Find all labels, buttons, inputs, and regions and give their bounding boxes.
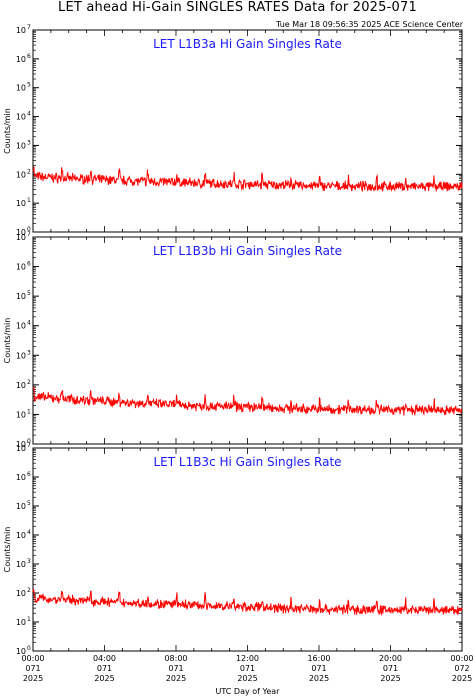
x-tick-year: 2025 bbox=[237, 674, 257, 683]
y-tick-label: 10 bbox=[16, 531, 26, 540]
y-tick-exponent: 1 bbox=[27, 197, 31, 204]
x-tick-year: 2025 bbox=[94, 674, 114, 683]
y-tick-exponent: 3 bbox=[27, 558, 31, 565]
x-tick-time: 04:00 bbox=[93, 654, 116, 663]
y-tick-label: 10 bbox=[16, 410, 26, 419]
y-tick-exponent: 3 bbox=[27, 139, 31, 146]
y-tick-exponent: 3 bbox=[27, 349, 31, 356]
y-tick-label: 10 bbox=[16, 381, 26, 390]
y-tick-exponent: 4 bbox=[27, 111, 31, 118]
page-title: LET ahead Hi-Gain SINGLES RATES Data for… bbox=[58, 0, 417, 15]
plot-frame bbox=[32, 236, 463, 445]
y-tick-label: 10 bbox=[16, 589, 26, 598]
x-tick-doy: 071 bbox=[240, 664, 255, 673]
y-tick-exponent: 2 bbox=[27, 379, 31, 386]
y-tick-label: 10 bbox=[16, 55, 26, 64]
y-tick-exponent: 5 bbox=[27, 82, 31, 89]
y-tick-exponent: 1 bbox=[27, 408, 31, 415]
y-tick-label: 10 bbox=[16, 113, 26, 122]
x-tick-year: 2025 bbox=[23, 674, 43, 683]
series-line bbox=[32, 166, 463, 192]
plot-frame bbox=[32, 447, 463, 652]
y-tick-exponent: 4 bbox=[27, 320, 31, 327]
series-line bbox=[32, 588, 463, 616]
panel-title: LET L1B3b Hi Gain Singles Rate bbox=[153, 244, 342, 258]
x-tick-time: 00:00 bbox=[21, 654, 44, 663]
y-tick-exponent: 7 bbox=[27, 442, 31, 449]
y-axis-label: Counts/min bbox=[3, 108, 12, 154]
y-tick-label: 10 bbox=[16, 444, 26, 453]
x-tick-year: 2025 bbox=[309, 674, 329, 683]
x-tick-time: 00:00 bbox=[450, 654, 473, 663]
y-tick-label: 10 bbox=[16, 440, 26, 449]
plot-frame bbox=[32, 29, 463, 233]
x-tick-time: 20:00 bbox=[379, 654, 402, 663]
x-tick-doy: 071 bbox=[97, 664, 112, 673]
y-tick-exponent: 0 bbox=[27, 645, 31, 652]
y-tick-label: 10 bbox=[16, 502, 26, 511]
y-tick-exponent: 0 bbox=[27, 438, 31, 445]
y-tick-label: 10 bbox=[16, 560, 26, 569]
x-tick-time: 12:00 bbox=[236, 654, 259, 663]
panel-title: LET L1B3c Hi Gain Singles Rate bbox=[153, 455, 341, 469]
series-line bbox=[32, 387, 463, 417]
y-tick-label: 10 bbox=[16, 322, 26, 331]
y-tick-label: 10 bbox=[16, 351, 26, 360]
y-tick-label: 10 bbox=[16, 647, 26, 656]
x-tick-doy: 071 bbox=[311, 664, 326, 673]
y-tick-exponent: 4 bbox=[27, 529, 31, 536]
y-tick-label: 10 bbox=[16, 263, 26, 272]
y-tick-label: 10 bbox=[16, 199, 26, 208]
y-tick-label: 10 bbox=[16, 473, 26, 482]
y-tick-exponent: 2 bbox=[27, 587, 31, 594]
x-tick-year: 2025 bbox=[380, 674, 400, 683]
y-tick-exponent: 2 bbox=[27, 168, 31, 175]
x-tick-year: 2025 bbox=[452, 674, 472, 683]
y-tick-exponent: 6 bbox=[27, 53, 31, 60]
x-axis-label: UTC Day of Year bbox=[216, 687, 281, 696]
x-tick-time: 08:00 bbox=[164, 654, 187, 663]
x-tick-doy: 071 bbox=[25, 664, 40, 673]
y-tick-label: 10 bbox=[16, 26, 26, 35]
panel-title: LET L1B3a Hi Gain Singles Rate bbox=[153, 37, 342, 51]
generation-timestamp: Tue Mar 18 09:56:35 2025 ACE Science Cen… bbox=[276, 20, 463, 29]
x-tick-time: 16:00 bbox=[307, 654, 330, 663]
x-tick-doy: 071 bbox=[168, 664, 183, 673]
y-tick-exponent: 5 bbox=[27, 290, 31, 297]
x-tick-doy: 072 bbox=[454, 664, 469, 673]
y-axis-label: Counts/min bbox=[3, 527, 12, 573]
y-tick-exponent: 0 bbox=[27, 226, 31, 233]
y-tick-label: 10 bbox=[16, 618, 26, 627]
y-tick-label: 10 bbox=[16, 292, 26, 301]
y-tick-exponent: 7 bbox=[27, 231, 31, 238]
y-tick-exponent: 1 bbox=[27, 616, 31, 623]
y-tick-exponent: 6 bbox=[27, 261, 31, 268]
x-tick-year: 2025 bbox=[166, 674, 186, 683]
y-tick-label: 10 bbox=[16, 84, 26, 93]
y-tick-label: 10 bbox=[16, 233, 26, 242]
y-tick-exponent: 6 bbox=[27, 471, 31, 478]
y-axis-label: Counts/min bbox=[3, 318, 12, 364]
y-tick-label: 10 bbox=[16, 228, 26, 237]
x-tick-doy: 071 bbox=[383, 664, 398, 673]
y-tick-label: 10 bbox=[16, 141, 26, 150]
y-tick-exponent: 5 bbox=[27, 500, 31, 507]
y-tick-exponent: 7 bbox=[27, 24, 31, 31]
y-tick-label: 10 bbox=[16, 170, 26, 179]
